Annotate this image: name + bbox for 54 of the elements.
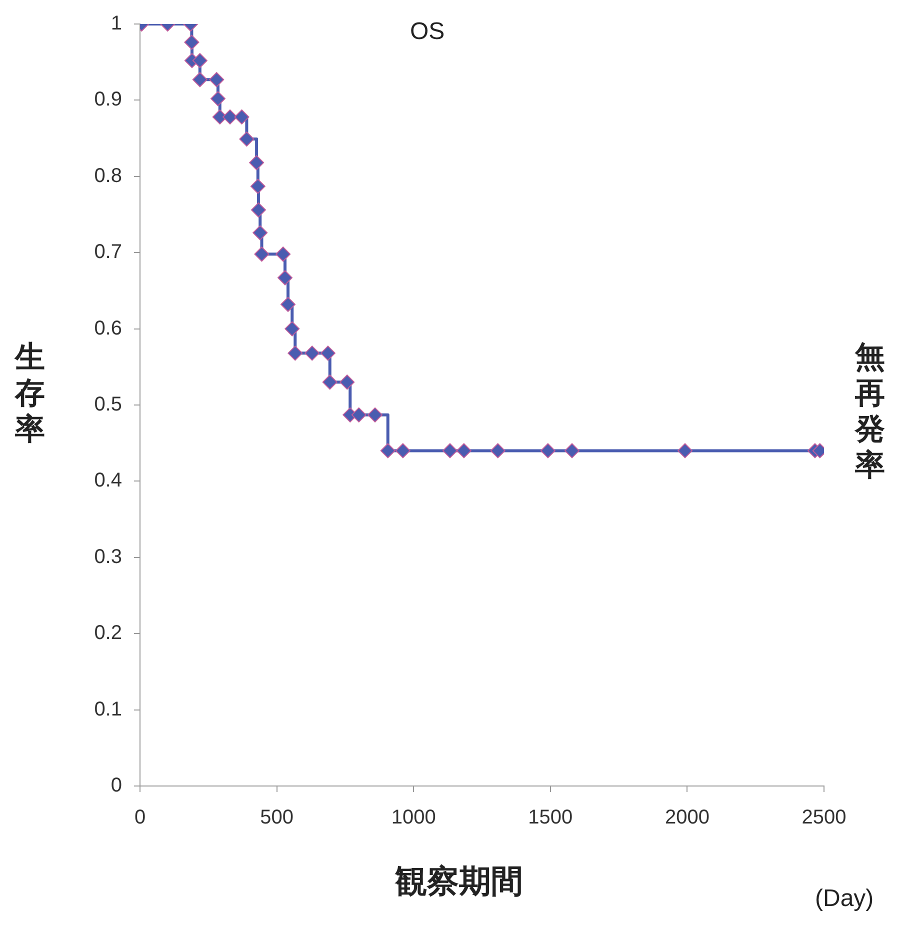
y-tick-label: 1 [110, 12, 122, 35]
point [340, 374, 355, 390]
x-tick-label: 1000 [391, 806, 436, 829]
x-axis-title: 観察期間 [395, 861, 523, 902]
point [368, 407, 383, 422]
x-tick-label: 2000 [664, 806, 710, 829]
point [278, 270, 293, 286]
y-tick-label: 0.9 [94, 88, 122, 111]
point [192, 53, 208, 68]
point [564, 443, 580, 458]
point [184, 34, 200, 50]
point [252, 225, 268, 240]
y-tick-label: 0.1 [94, 698, 122, 720]
point [288, 346, 303, 361]
y-tick-label: 0.6 [94, 317, 122, 340]
y-tick-label: 0.5 [94, 394, 122, 416]
point [254, 246, 270, 262]
point [490, 443, 506, 458]
point [678, 443, 693, 458]
x-tick-label: 500 [260, 806, 294, 829]
point [250, 202, 266, 218]
point [320, 346, 336, 361]
point [249, 155, 264, 170]
point [540, 443, 556, 458]
x-tick-label: 0 [134, 806, 146, 829]
point [304, 346, 320, 361]
x-tick-label: 2500 [802, 806, 846, 829]
point [234, 109, 250, 124]
y-tick-label: 0.4 [94, 470, 122, 492]
point [192, 72, 208, 88]
point [284, 321, 300, 336]
y-tick-label: 0.3 [94, 546, 122, 568]
x-tick-label: 1500 [528, 806, 573, 829]
point [209, 72, 224, 88]
y-tick-label: 0.7 [94, 241, 122, 264]
point [380, 443, 396, 458]
y-tick-label: 0.2 [94, 622, 122, 644]
point [456, 443, 472, 458]
point [222, 109, 238, 124]
y-tick-label: 0.8 [94, 164, 122, 187]
point [210, 91, 226, 106]
y-tick-label: 0 [110, 774, 122, 797]
text: 無再発率 [854, 340, 886, 484]
point [395, 443, 410, 458]
chart-title: OS [410, 18, 445, 46]
point [239, 132, 254, 147]
y-axis-title: 生存率 [13, 340, 46, 448]
text: (Day) [815, 885, 874, 913]
point [276, 246, 291, 262]
point [351, 407, 366, 422]
point [322, 374, 338, 390]
point [280, 296, 296, 312]
point [442, 443, 458, 458]
point [250, 178, 266, 194]
